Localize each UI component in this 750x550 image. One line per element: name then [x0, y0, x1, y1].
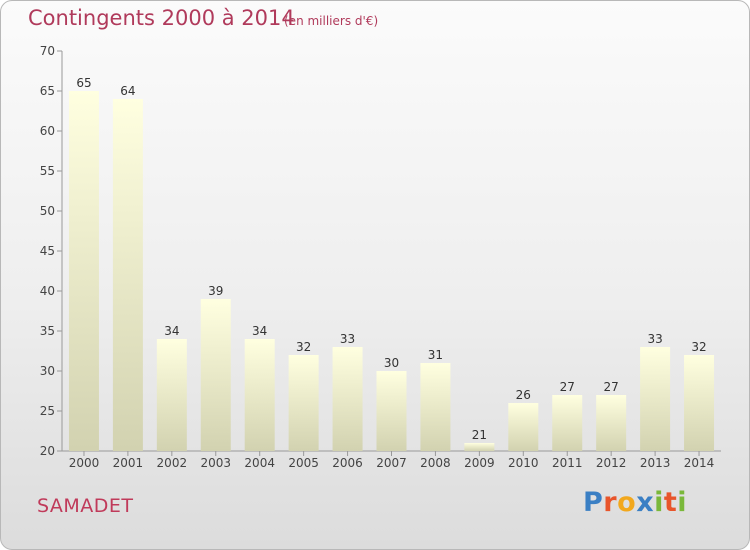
bar — [464, 443, 495, 451]
bar — [596, 395, 627, 451]
bar — [244, 339, 275, 451]
x-tick-label: 2002 — [157, 456, 188, 470]
bar-value-label: 33 — [647, 332, 662, 346]
logo-letter: r — [603, 487, 618, 518]
x-tick-label: 2012 — [596, 456, 627, 470]
bar — [552, 395, 583, 451]
bar — [288, 355, 319, 451]
bar-value-label: 21 — [472, 428, 487, 442]
bar — [508, 403, 539, 451]
bar — [640, 347, 671, 451]
axes: 20 25 30 35 40 45 50 55 60 65 70 2000 2001 2002 2003 20… — [40, 44, 721, 470]
logo-letter: P — [583, 487, 604, 518]
bar-value-label: 64 — [120, 84, 135, 98]
bar — [200, 299, 231, 451]
bar-value-label: 65 — [76, 76, 91, 90]
y-tick-label: 25 — [40, 404, 55, 418]
bar-value-label: 26 — [516, 388, 531, 402]
x-tick-label: 2010 — [508, 456, 539, 470]
logo-letter: i — [654, 487, 664, 518]
logo-letter: o — [617, 487, 637, 518]
proxiti-logo[interactable]: Proxiti — [583, 487, 687, 518]
y-tick-label: 30 — [40, 364, 55, 378]
y-tick-label: 20 — [40, 444, 55, 458]
x-tick-label: 2004 — [244, 456, 275, 470]
bar-value-label: 33 — [340, 332, 355, 346]
bar — [156, 339, 187, 451]
x-tick-label: 2013 — [640, 456, 671, 470]
y-tick-label: 40 — [40, 284, 55, 298]
bar — [420, 363, 451, 451]
bar — [376, 371, 407, 451]
y-tick-label: 65 — [40, 84, 55, 98]
bar-value-label: 39 — [208, 284, 223, 298]
x-tick-label: 2000 — [69, 456, 100, 470]
bar-value-label: 31 — [428, 348, 443, 362]
x-tick-label: 2014 — [684, 456, 715, 470]
bar-value-label: 30 — [384, 356, 399, 370]
bar — [684, 355, 715, 451]
x-tick-label: 2001 — [113, 456, 144, 470]
logo-letter: t — [663, 487, 678, 518]
place-name: SAMADET — [37, 495, 134, 517]
y-tick-label: 45 — [40, 244, 55, 258]
bar — [332, 347, 363, 451]
logo-letter: i — [677, 487, 688, 518]
x-tick-label: 2007 — [376, 456, 407, 470]
y-tick-label: 70 — [40, 44, 55, 58]
bar-value-label: 34 — [252, 324, 267, 338]
bar — [112, 99, 143, 451]
x-tick-label: 2005 — [288, 456, 319, 470]
bar-value-label: 34 — [164, 324, 179, 338]
y-tick-label: 60 — [40, 124, 55, 138]
x-tick-label: 2011 — [552, 456, 583, 470]
x-tick-label: 2003 — [200, 456, 231, 470]
bar-value-label: 27 — [604, 380, 619, 394]
bar-value-label: 27 — [560, 380, 575, 394]
logo-letter: x — [636, 487, 655, 518]
bar — [68, 91, 99, 451]
x-tick-label: 2006 — [332, 456, 363, 470]
x-tick-label: 2009 — [464, 456, 495, 470]
bars — [68, 91, 715, 451]
bar-value-label: 32 — [296, 340, 311, 354]
data-labels: 65 64 34 39 34 32 33 30 31 21 26 27 27 33 32 — [76, 76, 706, 442]
bar-value-label: 32 — [691, 340, 706, 354]
x-tick-label: 2008 — [420, 456, 451, 470]
y-tick-label: 35 — [40, 324, 55, 338]
chart-subtitle: (en milliers d'€) — [284, 14, 379, 28]
y-tick-label: 55 — [40, 164, 55, 178]
y-tick-label: 50 — [40, 204, 55, 218]
chart-title: Contingents 2000 à 2014 — [28, 6, 295, 30]
